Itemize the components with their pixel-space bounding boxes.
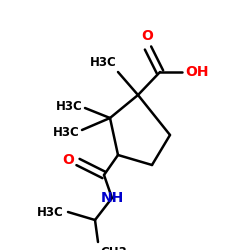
Text: H3C: H3C (53, 126, 80, 138)
Text: NH: NH (100, 191, 124, 205)
Text: OH: OH (185, 65, 208, 79)
Text: H3C: H3C (37, 206, 64, 218)
Text: O: O (141, 29, 153, 43)
Text: O: O (62, 153, 74, 167)
Text: H3C: H3C (90, 56, 117, 69)
Text: H3C: H3C (56, 100, 83, 112)
Text: CH3: CH3 (100, 246, 127, 250)
